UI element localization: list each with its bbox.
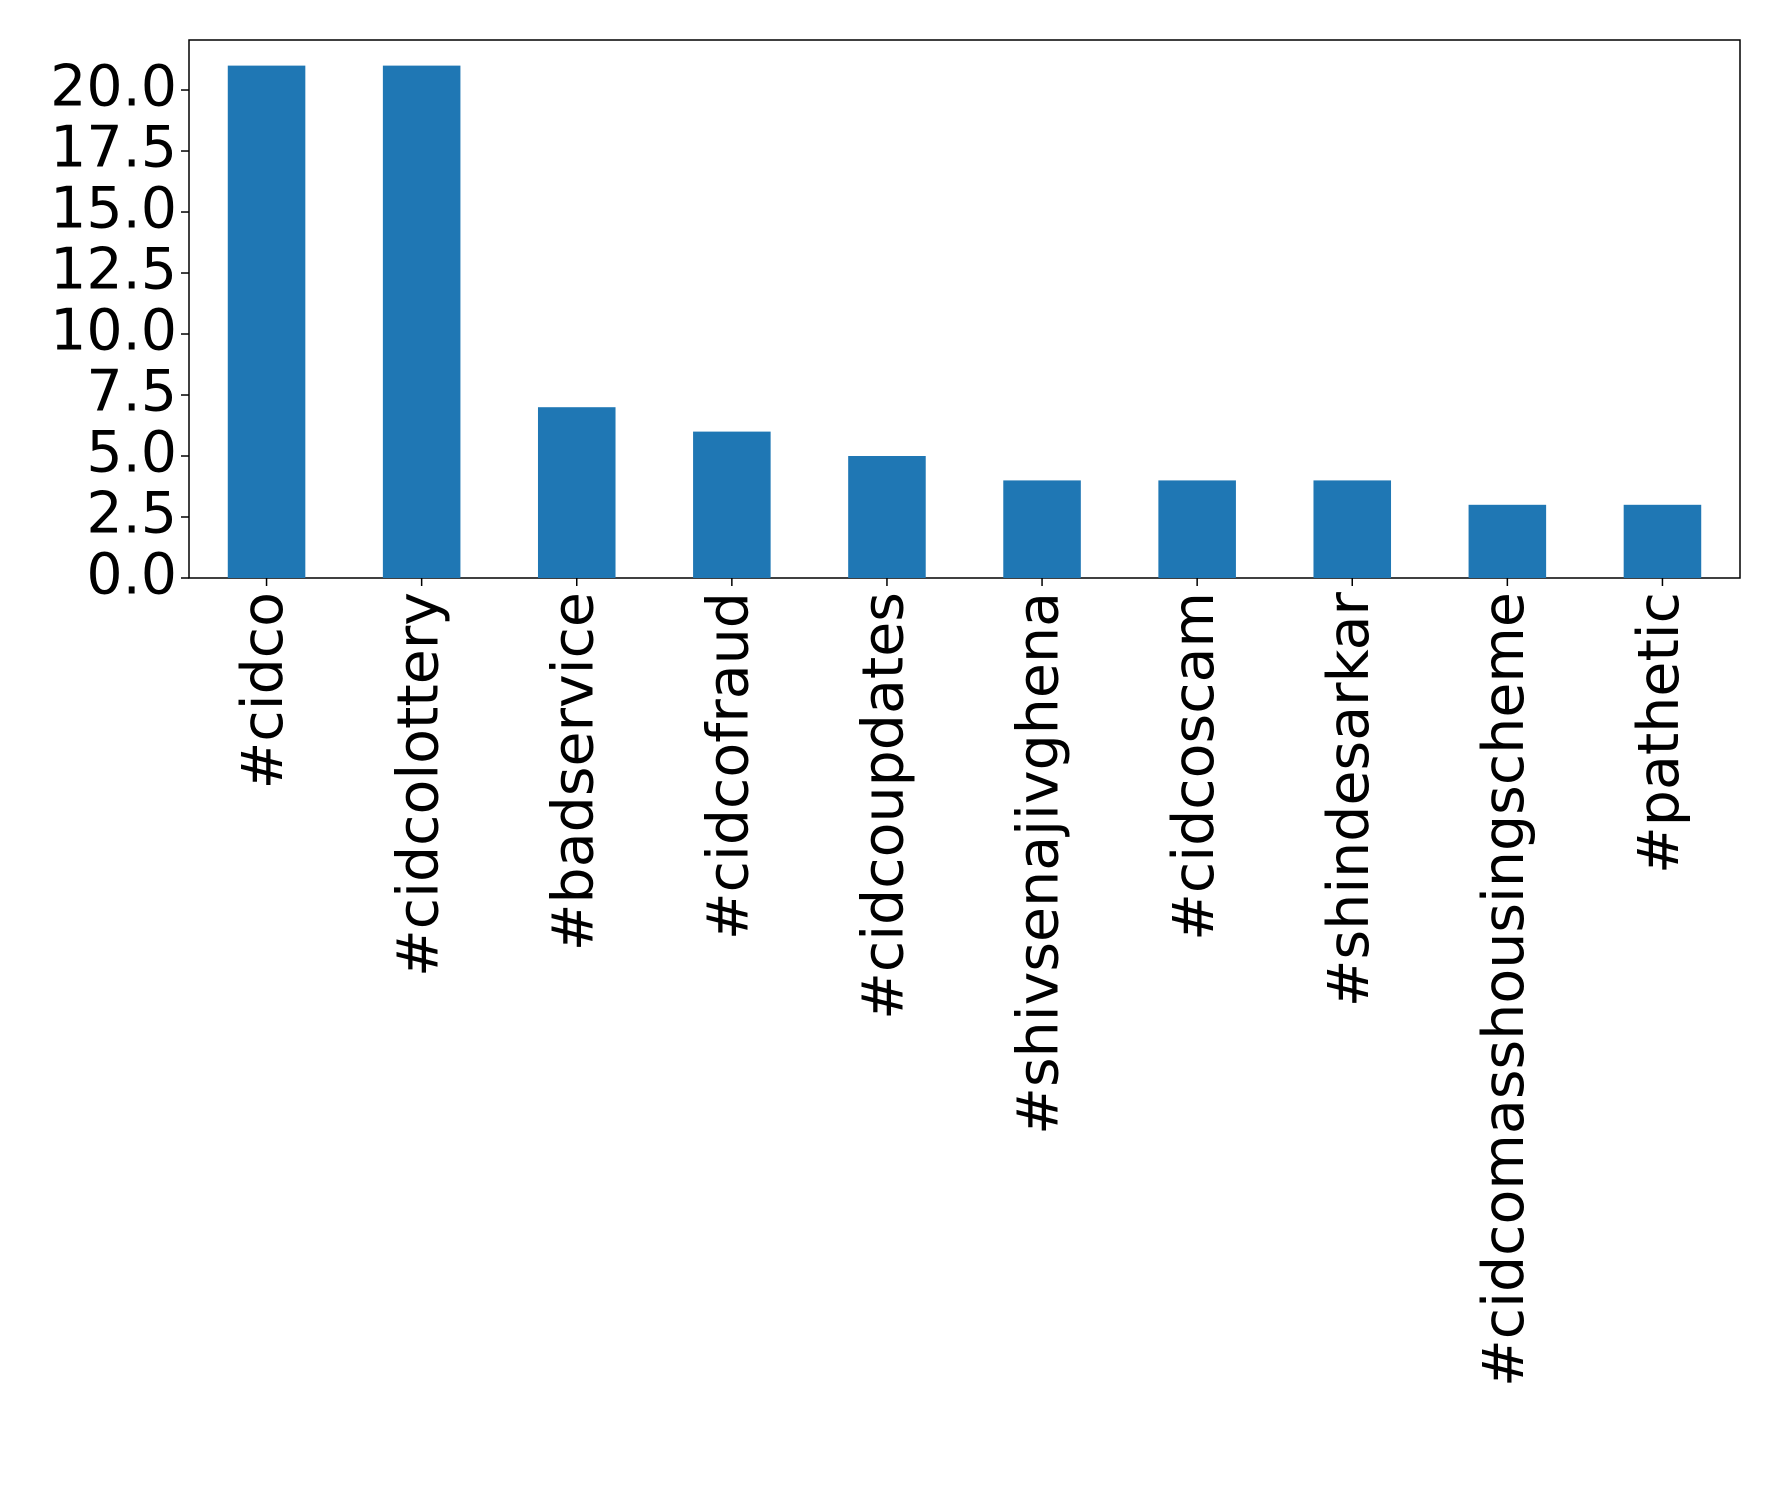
y-tick-label: 17.5	[50, 115, 177, 181]
y-tick-label: 12.5	[50, 237, 177, 303]
bar	[1003, 480, 1081, 578]
y-tick-label: 20.0	[50, 54, 177, 120]
bar	[1623, 504, 1702, 578]
bar	[227, 65, 306, 579]
bar	[693, 431, 771, 578]
x-tick-label: #shindesarkar	[1316, 591, 1382, 1007]
x-tick-label: #cidcolottery	[385, 592, 451, 977]
x-tick-label: #shivsenajivghena	[1006, 592, 1072, 1135]
x-tick-label: #cidco	[230, 592, 296, 789]
bar	[537, 407, 616, 578]
bar	[848, 456, 926, 578]
y-tick-label: 7.5	[86, 359, 177, 425]
bar	[1313, 480, 1392, 578]
bar	[382, 65, 461, 579]
y-tick-label: 15.0	[50, 176, 177, 242]
y-tick-label: 5.0	[86, 420, 177, 486]
bar	[1468, 504, 1547, 578]
x-tick-label: #cidcoupdates	[851, 592, 917, 1020]
bar	[1158, 480, 1236, 578]
axes-frame	[188, 39, 1741, 579]
y-tick-label: 0.0	[86, 542, 177, 608]
x-tick-label: #cidcofraud	[695, 592, 761, 940]
x-tick-label: #cidcoscam	[1161, 592, 1227, 941]
x-tick-label: #pathetic	[1626, 592, 1692, 874]
y-tick-label: 2.5	[86, 481, 177, 547]
x-tick-label: #badservice	[540, 592, 606, 951]
y-tick-label: 10.0	[50, 298, 177, 364]
x-tick-label: #cidcomasshousingscheme	[1471, 592, 1537, 1387]
